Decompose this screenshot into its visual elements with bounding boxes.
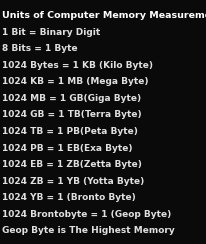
Text: 1024 EB = 1 ZB(Zetta Byte): 1024 EB = 1 ZB(Zetta Byte) [2,160,141,169]
Text: 1024 MB = 1 GB(Giga Byte): 1024 MB = 1 GB(Giga Byte) [2,94,140,103]
Text: 1024 KB = 1 MB (Mega Byte): 1024 KB = 1 MB (Mega Byte) [2,77,148,86]
Text: 1 Bit = Binary Digit: 1 Bit = Binary Digit [2,28,100,37]
Text: 1024 Bytes = 1 KB (Kilo Byte): 1024 Bytes = 1 KB (Kilo Byte) [2,61,152,70]
Text: 8 Bits = 1 Byte: 8 Bits = 1 Byte [2,44,77,53]
Text: 1024 PB = 1 EB(Exa Byte): 1024 PB = 1 EB(Exa Byte) [2,143,132,152]
Text: 1024 YB = 1 (Bronto Byte): 1024 YB = 1 (Bronto Byte) [2,193,135,202]
Text: Units of Computer Memory Measurements: Units of Computer Memory Measurements [2,11,206,20]
Text: 1024 Brontobyte = 1 (Geop Byte): 1024 Brontobyte = 1 (Geop Byte) [2,210,171,219]
Text: Geop Byte is The Highest Memory: Geop Byte is The Highest Memory [2,226,174,235]
Text: 1024 ZB = 1 YB (Yotta Byte): 1024 ZB = 1 YB (Yotta Byte) [2,177,144,186]
Text: 1024 TB = 1 PB(Peta Byte): 1024 TB = 1 PB(Peta Byte) [2,127,137,136]
Text: 1024 GB = 1 TB(Terra Byte): 1024 GB = 1 TB(Terra Byte) [2,111,141,120]
